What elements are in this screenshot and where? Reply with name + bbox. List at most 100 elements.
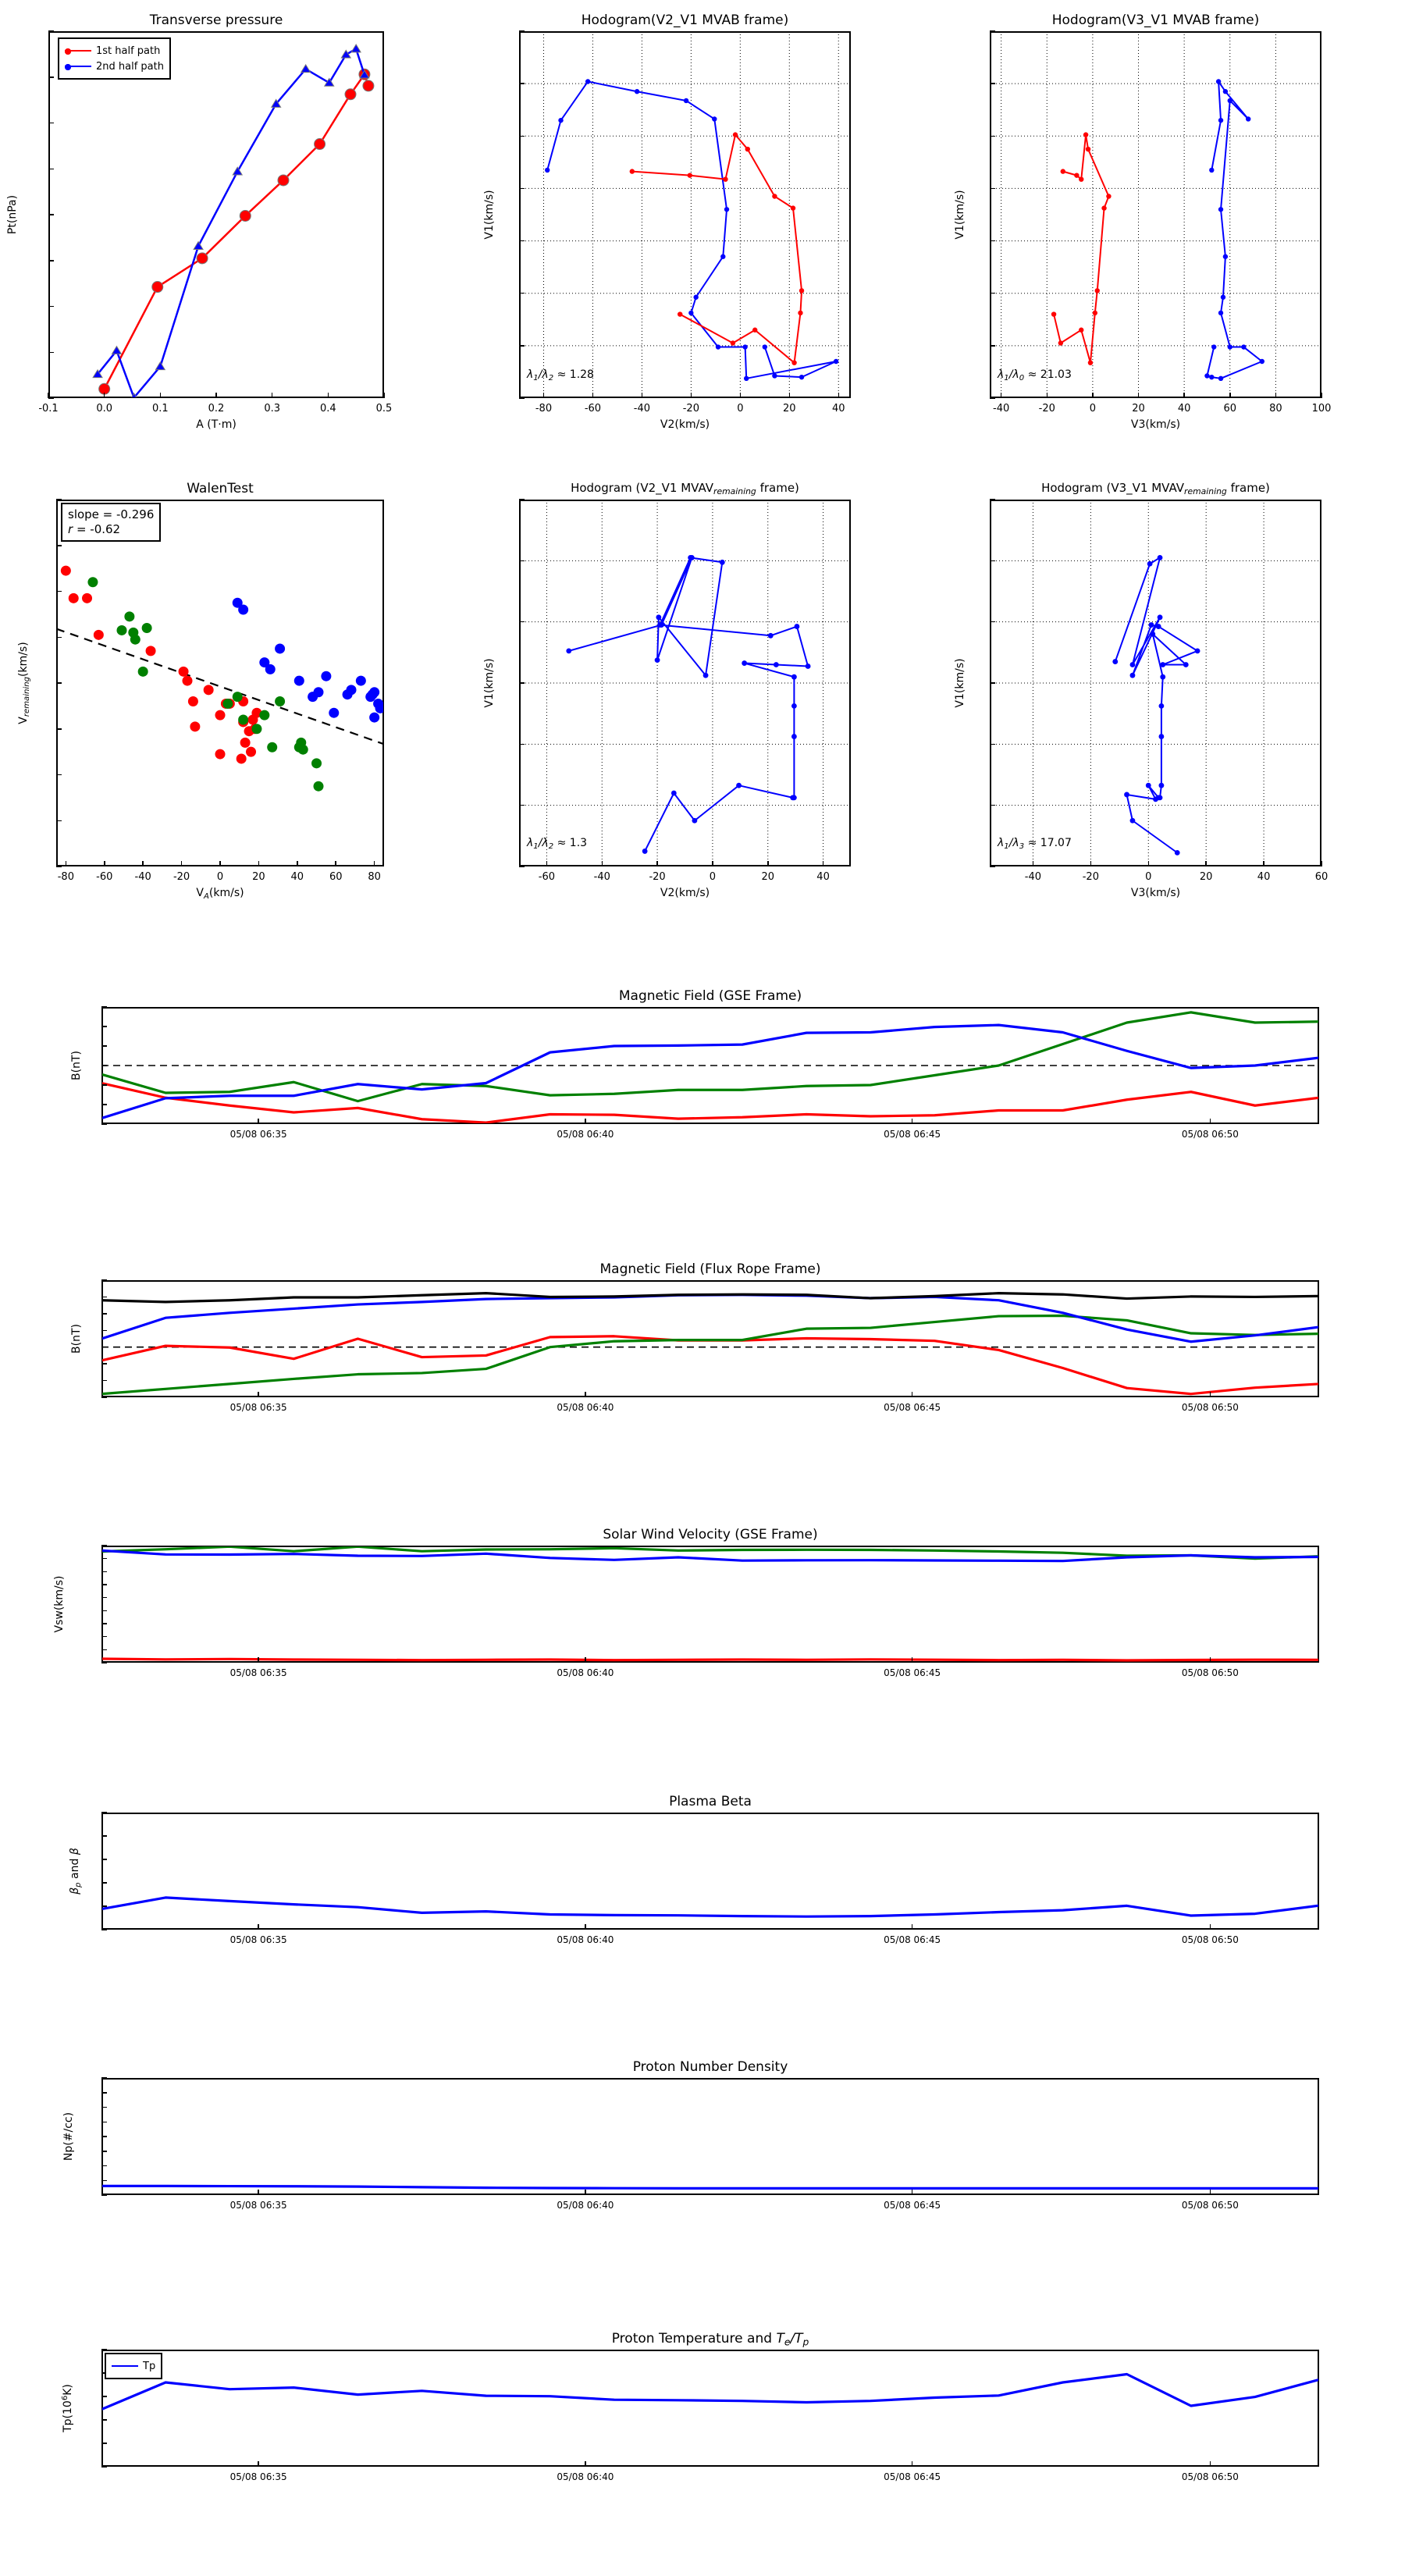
mag-fluxrope-xtickmark [911,1392,913,1397]
mag-fluxrope-ylabel: B(nT) [70,1324,83,1354]
hodo-v2v1-mvab-ytickmark [519,30,525,32]
mag-fluxrope-ytickmark [101,1379,107,1382]
hodo-v2v1-mvav-xtick: 40 [816,871,830,883]
proton-temp-legend-row: Tp [112,2358,155,2374]
hodo-v2v1-mvav-xtick: 0 [709,871,717,883]
hodo-v3v1-mvab-xtick: 80 [1269,403,1282,415]
hodo-v3v1-mvab-ytickmark [990,187,995,190]
hodo-v2v1-mvab-xtick: -80 [535,403,553,415]
proton-temp-xtick: 05/08 06:40 [557,2471,614,2482]
plasma-beta-xtickmark [258,1924,259,1930]
transverse-pressure-ytickmark [48,30,54,32]
hodo-v2v1-mvav-xtickmark [822,861,824,866]
hodo-v2v1-mvav-xtickmark [601,861,603,866]
mag-gse-xtickmark [1209,1119,1211,1124]
transverse-pressure-ytickmark [48,397,54,399]
proton-density-xtickmark [1209,2190,1211,2195]
walen-test-xtick: 20 [252,871,265,883]
proton-density-ylabel: Np(#/cc) [62,2112,75,2161]
hodo-v2v1-mvab-xtickmark [690,393,692,398]
mag-fluxrope-ytickmark [101,1397,107,1398]
solar-wind-ytickmark [101,1635,107,1638]
transverse-pressure-legend[interactable]: 1st half path 2nd half path [58,37,171,80]
proton-temp-xtick: 05/08 06:45 [884,2471,941,2482]
walen-test-xtickmark [219,861,221,866]
plasma-beta-ytickmark [101,1835,107,1837]
mag-fluxrope-ytickmark [101,1363,107,1364]
proton-density-ytickmark [101,2194,107,2196]
hodo-v3v1-mvav-xtickmark [1263,861,1264,866]
plasma-beta-ytickmark [101,1812,107,1813]
plasma-beta-xtick: 05/08 06:35 [229,1934,287,1945]
transverse-pressure-xtick: -0.1 [38,403,59,415]
hodo-v3v1-mvab-xtick: -20 [1038,403,1055,415]
hodo-v3v1-mvav-ytickmark [990,499,995,500]
mag-fluxrope-xtickmark [585,1392,586,1397]
proton-temp-ytickmark [101,2466,107,2467]
mag-gse-ytickmark [101,1026,107,1027]
walen-test-ylabel: Vremaining(km/s) [17,642,31,724]
transverse-pressure-legend-swatch [65,64,91,70]
transverse-pressure-ytickmark [48,76,54,78]
hodo-v2v1-mvav-xtickmark [712,861,713,866]
hodo-v3v1-mvab-xtickmark [1000,393,1002,398]
mag-gse-ytickmark [101,1104,107,1105]
hodo-v3v1-mvab-ytickmark [990,345,995,347]
hodo-v3v1-mvab-title: Hodogram(V3_V1 MVAB frame) [1051,12,1260,28]
proton-temp-ytickmark [101,2372,107,2374]
transverse-pressure-ytickmark [48,260,54,262]
hodo-v2v1-mvab-xtickmark [542,393,545,398]
hodo-v2v1-mvab-xtick: -60 [584,403,602,415]
solar-wind-ytickmark [101,1557,107,1560]
hodo-v3v1-mvav-xtickmark [1090,861,1092,866]
walen-test-ytickmark [56,728,62,730]
hodo-v3v1-mvab-xtick: 100 [1311,403,1332,415]
mag-fluxrope-ytickmark [101,1329,107,1332]
hodo-v3v1-mvab-xtick: 20 [1132,403,1145,415]
proton-temp-axes [101,2350,1319,2467]
mag-gse-axes [101,1007,1319,1124]
mag-fluxrope-axes [101,1280,1319,1397]
mag-gse-xtickmark [911,1119,913,1124]
hodo-v3v1-mvab-ytickmark [990,292,995,294]
proton-temp-xtickmark [258,2461,259,2467]
hodo-v3v1-mvab-ytickmark [990,83,995,84]
proton-density-ytickmark [101,2077,107,2079]
hodo-v3v1-mvav-xtickmark [1147,861,1149,866]
walen-test-xtickmark [180,861,183,866]
solar-wind-xtick: 05/08 06:35 [229,1667,287,1678]
walen-test-ytickmark [56,774,62,776]
solar-wind-ytickmark [101,1596,107,1599]
hodo-v2v1-mvab-ytickmark [519,187,525,190]
hodo-v3v1-mvav-xtick: -40 [1024,871,1042,883]
hodo-v3v1-mvab-xtickmark [1092,393,1094,398]
mag-gse-ytickmark [101,1065,107,1066]
proton-temp-ylabel: Tp(106K) [61,2384,75,2432]
mag-gse-xtick: 05/08 06:35 [229,1129,287,1140]
solar-wind-ytickmark [101,1545,107,1546]
hodo-v3v1-mvab-annotation: λ1/λ0 ≈ 21.03 [998,368,1072,382]
mag-fluxrope-ytickmark [101,1346,107,1348]
solar-wind-xtickmark [1209,1657,1211,1663]
hodo-v2v1-mvav-title: Hodogram (V2_V1 MVAVremaining frame) [571,481,799,497]
hodo-v2v1-mvab-xtick: -20 [682,403,699,415]
plasma-beta-xtick: 05/08 06:50 [1181,1934,1239,1945]
solar-wind-title: Solar Wind Velocity (GSE Frame) [603,1527,818,1542]
transverse-pressure-xtick: 0.2 [208,403,225,415]
solar-wind-ytickmark [101,1584,107,1585]
hodo-v3v1-mvab-xtick: 40 [1177,403,1191,415]
mag-fluxrope-xtick: 05/08 06:45 [884,1402,941,1413]
hodo-v3v1-mvab-ytickmark [990,135,995,137]
hodo-v2v1-mvav-xtick: 20 [761,871,775,883]
hodo-v2v1-mvab-ytickmark [519,345,525,347]
hodo-v3v1-mvab-xtickmark [1183,393,1185,398]
proton-temp-legend[interactable]: Tp [105,2353,163,2379]
hodo-v2v1-mvab-ytickmark [519,397,525,399]
hodo-v3v1-mvab-xtickmark [1321,393,1322,398]
walen-test-ytickmark [56,545,62,546]
hodo-v3v1-mvav-xtickmark [1205,861,1207,866]
hodo-v2v1-mvav-ytickmark [519,621,525,623]
hodo-v2v1-mvav-ylabel: V1(km/s) [483,658,496,708]
hodo-v2v1-mvav-axes [519,500,851,866]
